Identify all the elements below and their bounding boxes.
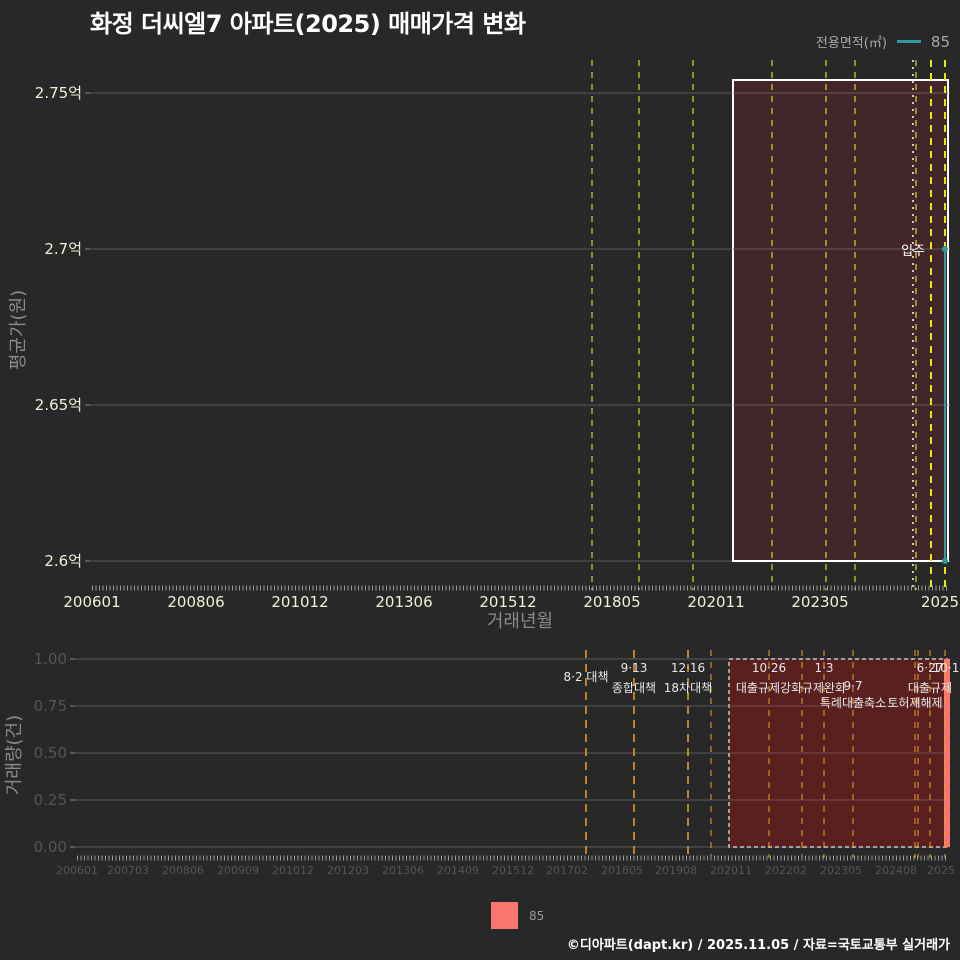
y-tick-label: 1.00 [34, 650, 67, 668]
top-x-axis: 200601 200806 201012 201306 201512 20180… [63, 593, 959, 611]
policy-label: 1·3 [814, 661, 833, 675]
policy-label: 9·7 [843, 679, 862, 693]
y-tick-label: 2.65억 [35, 396, 82, 414]
policy-label: 대출규제강화 [736, 681, 802, 695]
legend-title: 전용면적(㎡) [815, 36, 887, 51]
y-tick-label: 0.75 [34, 697, 67, 715]
volume-bar [944, 659, 950, 847]
policy-label: 18차대책 [664, 680, 712, 695]
x-tick-label: 2025 [927, 864, 955, 877]
x-tick-label: 200909 [217, 864, 259, 877]
policy-label: 8·2 대책 [564, 669, 609, 684]
legend-line-swatch [896, 40, 921, 43]
x-tick-label: 201306 [382, 864, 424, 877]
policy-label: 특례대출축소 [820, 696, 886, 710]
x-tick-label: 2025 [921, 593, 959, 611]
x-tick-label: 202305 [820, 864, 862, 877]
policy-label: 종합대책 [612, 680, 656, 695]
bottom-y-axis-title: 거래량(건) [4, 715, 25, 795]
x-tick-label: 202011 [687, 593, 744, 611]
policy-label: 6·27 [917, 661, 944, 675]
policy-label: 규제완화 [802, 681, 846, 695]
x-tick-label: 201805 [601, 864, 643, 877]
x-tick-label: 200601 [63, 593, 120, 611]
policy-label: 12·16 [671, 661, 705, 675]
legend-fill-swatch [491, 902, 518, 929]
x-tick-label: 202011 [710, 864, 752, 877]
y-tick-label: 0.50 [34, 744, 67, 762]
x-tick-label: 200806 [167, 593, 224, 611]
policy-label: 대출규제 [908, 681, 952, 695]
legend-area: 전용면적(㎡) 85 [815, 32, 950, 52]
bottom-chart: 8·2 대책 9·13 종합대책 12·16 18차대책 10·26 대출규제강… [4, 650, 959, 877]
x-tick-label: 201805 [583, 593, 640, 611]
price-point [942, 246, 948, 252]
bottom-x-axis: 200601 200703 200806 200909 201012 20120… [56, 864, 955, 877]
chart-title: 화정 더씨엘7 아파트(2025) 매매가격 변화 [90, 10, 526, 38]
highlight-period-box [732, 79, 949, 562]
policy-label: 10·1 [933, 661, 960, 675]
y-tick-label: 0.25 [34, 791, 67, 809]
x-tick-label: 201203 [327, 864, 369, 877]
y-tick-label: 2.75억 [35, 84, 82, 102]
price-point [942, 558, 948, 564]
x-tick-label: 202202 [765, 864, 807, 877]
x-tick-label: 201908 [655, 864, 697, 877]
policy-lines-top [591, 60, 917, 590]
legend-value: 85 [930, 32, 950, 51]
top-y-axis-title: 평균가(원) [8, 290, 29, 370]
y-tick-label: 0.00 [34, 838, 67, 856]
top-y-axis: 2.75억 2.7억 2.65억 2.6억 [35, 84, 82, 570]
x-tick-label: 201012 [272, 864, 314, 877]
x-tick-label: 201702 [546, 864, 588, 877]
policy-lines-bottom [585, 650, 689, 858]
x-tick-label: 201512 [479, 593, 536, 611]
policy-label: 10·26 [752, 661, 786, 675]
x-tick-label: 202408 [875, 864, 917, 877]
bottom-y-axis: 1.00 0.75 0.50 0.25 0.00 [34, 650, 67, 856]
x-tick-label: 201409 [437, 864, 479, 877]
x-tick-label: 200806 [162, 864, 204, 877]
x-tick-label: 201012 [271, 593, 328, 611]
x-tick-label: 202305 [791, 593, 848, 611]
policy-labels: 8·2 대책 9·13 종합대책 12·16 18차대책 10·26 대출규제강… [564, 661, 960, 710]
y-tick-label: 2.7억 [44, 240, 82, 258]
source-credit: ©디아파트(dapt.kr) / 2025.11.05 / 자료=국토교통부 실… [566, 938, 950, 953]
x-tick-label: 200703 [107, 864, 149, 877]
x-tick-label: 201306 [375, 593, 432, 611]
legend-label: 85 [529, 908, 545, 923]
x-tick-label: 201512 [492, 864, 534, 877]
move-in-annotation: 입주 [901, 244, 925, 259]
policy-label: 9·13 [621, 661, 648, 675]
y-tick-label: 2.6억 [44, 552, 82, 570]
top-x-axis-title: 거래년월 [487, 611, 553, 632]
policy-label: 토허제해제 [887, 696, 942, 710]
x-tick-label: 200601 [56, 864, 98, 877]
bottom-legend: 85 [491, 902, 544, 929]
top-chart: 2.75억 2.7억 2.65억 2.6억 평균가(원) 200601 2008… [8, 60, 959, 632]
